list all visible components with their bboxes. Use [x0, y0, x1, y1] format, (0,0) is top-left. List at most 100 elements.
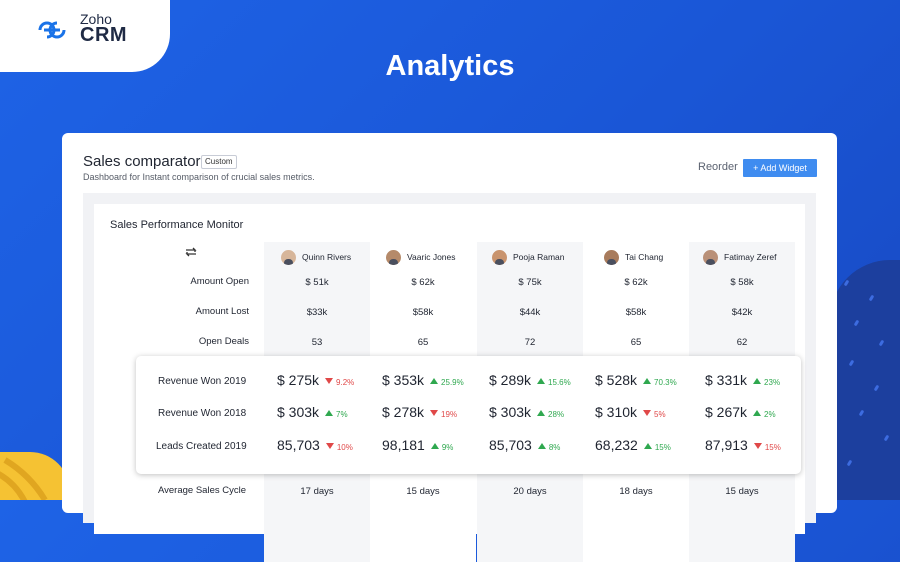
trend-down-icon	[430, 410, 439, 416]
metric-value: $ 353k 25.9%	[382, 372, 464, 388]
trend-up-icon	[537, 410, 546, 416]
table-cell: 20 days	[513, 486, 547, 497]
logo-tab: Zoho CRM	[0, 0, 170, 72]
metric-amount: $ 303k	[277, 404, 320, 420]
table-cell: 18 days	[619, 486, 653, 497]
trend-up-icon	[753, 410, 762, 416]
person-header-1[interactable]: Quinn Rivers	[281, 247, 351, 267]
metric-value: 85,703 8%	[489, 437, 560, 453]
metric-change: 15%	[654, 443, 671, 452]
metric-change: 25.9%	[441, 378, 464, 387]
custom-badge: Custom	[201, 155, 237, 169]
table-cell: $ 58k	[730, 277, 754, 288]
metric-value: $ 310k 5%	[595, 404, 666, 420]
metric-amount: $ 278k	[382, 404, 425, 420]
metric-amount: $ 310k	[595, 404, 638, 420]
page-title: Analytics	[385, 50, 515, 82]
metric-amount: 85,703	[489, 437, 532, 453]
metric-value: $ 275k 9.2%	[277, 372, 354, 388]
metric-amount: $ 303k	[489, 404, 532, 420]
table-cell: 65	[630, 337, 642, 348]
avatar	[604, 249, 619, 265]
metric-change: 5%	[654, 410, 666, 419]
highlighted-metrics-panel: Revenue Won 2019 Revenue Won 2018 Leads …	[136, 356, 801, 474]
metric-value: 68,232 15%	[595, 437, 671, 453]
person-header-2[interactable]: Vaaric Jones	[386, 247, 456, 267]
table-cell: 15 days	[725, 486, 759, 497]
metric-change: 19%	[441, 410, 458, 419]
metric-value: $ 289k 15.6%	[489, 372, 571, 388]
add-widget-button[interactable]: + Add Widget	[743, 159, 817, 177]
person-name: Pooja Raman	[513, 252, 565, 262]
metric-change: 70.3%	[654, 378, 677, 387]
table-cell: 17 days	[300, 486, 334, 497]
avatar	[703, 249, 718, 265]
avatar	[281, 249, 296, 265]
metric-value: $ 267k 2%	[705, 404, 776, 420]
trend-down-icon	[643, 410, 652, 416]
metric-amount: $ 275k	[277, 372, 320, 388]
metric-value: 87,913 15%	[705, 437, 781, 453]
widget-title: Sales Performance Monitor	[110, 219, 244, 231]
decoration-stroke	[0, 457, 48, 500]
metric-change: 7%	[336, 410, 348, 419]
metric-change: 8%	[548, 443, 561, 452]
person-header-3[interactable]: Pooja Raman	[492, 247, 565, 267]
metric-amount: $ 353k	[382, 372, 425, 388]
table-cell: $33k	[306, 307, 328, 318]
table-cell: $ 75k	[518, 277, 542, 288]
table-cell: $ 62k	[411, 277, 435, 288]
metric-amount: 68,232	[595, 437, 638, 453]
table-cell: 62	[736, 337, 748, 348]
avatar	[492, 249, 507, 265]
metric-value: $ 278k 19%	[382, 404, 457, 420]
row-label: Average Sales Cycle	[157, 485, 246, 496]
person-name: Fatimay Zeref	[724, 252, 777, 262]
metric-value: 85,703 10%	[277, 437, 353, 453]
metric-change: 28%	[548, 410, 565, 419]
brand-zoho: Zoho	[80, 11, 112, 27]
reorder-button[interactable]: Reorder	[698, 161, 738, 173]
table-cell: $ 51k	[305, 277, 329, 288]
row-label: Leads Created 2019	[156, 441, 247, 452]
metric-change: 15.6%	[548, 378, 571, 387]
person-header-5[interactable]: Fatimay Zeref	[703, 247, 776, 267]
row-label: Amount Lost	[195, 306, 249, 317]
metric-amount: $ 528k	[595, 372, 638, 388]
person-name: Tai Chang	[625, 252, 664, 262]
zoho-logo-icon	[38, 21, 66, 39]
decoration-dark	[830, 260, 900, 500]
metric-value: $ 303k 7%	[277, 404, 348, 420]
row-label: Amount Open	[190, 276, 249, 287]
metric-value: $ 331k 23%	[705, 372, 780, 388]
metric-amount: 85,703	[277, 437, 320, 453]
person-header-4[interactable]: Tai Chang	[604, 247, 663, 267]
trend-up-icon	[537, 378, 546, 384]
trend-up-icon	[430, 443, 439, 449]
metric-amount: $ 289k	[489, 372, 532, 388]
metric-change: 23%	[764, 378, 781, 387]
trend-down-icon	[325, 443, 334, 449]
person-name: Quinn Rivers	[302, 252, 352, 262]
metric-change: 10%	[336, 443, 353, 452]
person-name: Vaaric Jones	[407, 252, 456, 262]
trend-up-icon	[430, 378, 439, 384]
table-cell: 65	[417, 337, 429, 348]
metric-value: $ 528k 70.3%	[595, 372, 677, 388]
table-cell: $42k	[731, 307, 753, 318]
trend-up-icon	[325, 410, 334, 416]
swap-arrows-icon[interactable]	[183, 244, 199, 260]
table-cell: $44k	[519, 307, 541, 318]
metric-change: 15%	[764, 443, 781, 452]
trend-down-icon	[325, 378, 334, 384]
trend-up-icon	[537, 443, 546, 449]
table-cell: 72	[524, 337, 536, 348]
row-label: Revenue Won 2018	[158, 408, 247, 419]
metric-value: $ 303k 28%	[489, 404, 564, 420]
metric-value: 98,181 9%	[382, 437, 453, 453]
metric-amount: $ 267k	[705, 404, 748, 420]
metric-amount: 98,181	[382, 437, 425, 453]
metric-change: 9.2%	[336, 378, 355, 387]
card-title: Sales comparator	[83, 153, 201, 170]
table-cell: 15 days	[406, 486, 440, 497]
